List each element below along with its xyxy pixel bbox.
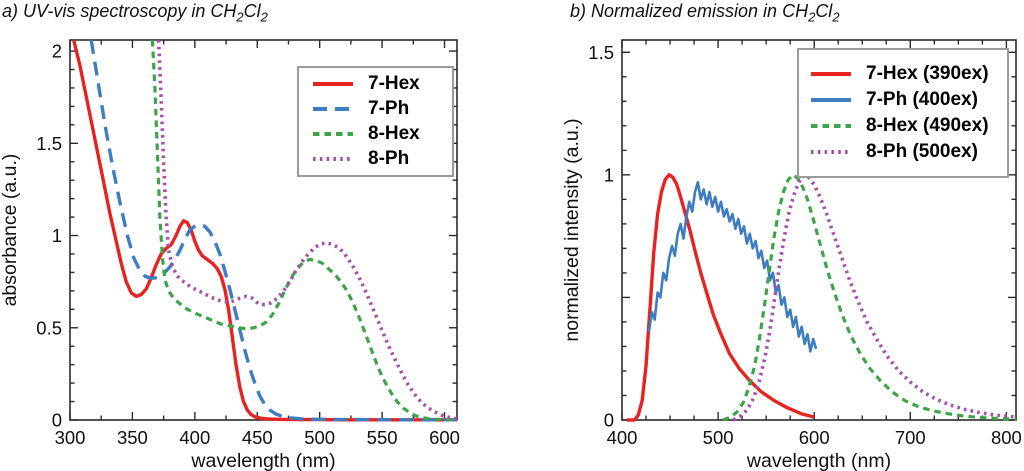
panel-b: b) Normalized emission in CH2Cl2 400 500 6… bbox=[512, 0, 1024, 471]
panel-a-title: a) UV-vis spectroscopy in CH2Cl2 bbox=[2, 1, 268, 25]
x-tick-label: 350 bbox=[117, 427, 148, 448]
panel-a-title-text: a) UV-vis spectroscopy in CH bbox=[2, 1, 237, 21]
y-tick-label: 1 bbox=[604, 164, 614, 185]
legend-line-sample bbox=[313, 132, 353, 136]
y-tick-label: 0 bbox=[604, 410, 614, 431]
subscript-2: 2 bbox=[808, 9, 816, 25]
tick-labels: 400 500 600 700 800 0 1 1.5 bbox=[588, 42, 1022, 448]
panel-b-title-text: b) Normalized emission in CH bbox=[570, 1, 809, 21]
x-axis-label: wavelength (nm) bbox=[746, 450, 891, 471]
legend-line-sample bbox=[811, 98, 851, 102]
legend-item: 8-Ph (500ex) bbox=[809, 141, 1007, 163]
panel-a-title-text: Cl bbox=[243, 1, 261, 21]
series-8-hex bbox=[150, 39, 458, 422]
legend-label: 8-Hex bbox=[368, 123, 420, 144]
x-tick-label: 400 bbox=[179, 427, 210, 448]
x-tick-label: 600 bbox=[429, 427, 460, 448]
emission-chart: 400 500 600 700 800 0 1 1.5 wavelength (nm) norma… bbox=[561, 39, 1022, 471]
legend-label: 8-Ph bbox=[368, 148, 410, 169]
x-tick-label: 600 bbox=[799, 427, 830, 448]
legend-label: 7-Ph (400ex) bbox=[866, 89, 978, 110]
panel-a: a) UV-vis spectroscopy in CH2Cl2 300 350 4… bbox=[0, 1, 460, 471]
legend-item: 7-Ph bbox=[311, 98, 452, 120]
y-tick-label: 1 bbox=[52, 225, 62, 246]
legend-item: 7-Hex (390ex) bbox=[809, 63, 1007, 85]
y-tick-label: 0 bbox=[52, 410, 62, 431]
plot-frame bbox=[621, 39, 1017, 421]
tick-labels: 300 350 400 450 500 550 600 0 0.5 1 1.5 2 bbox=[36, 41, 460, 448]
legend-a: 7-Hex 7-Ph 8-Hex 8-Ph bbox=[297, 66, 454, 177]
legend-label: 8-Ph (500ex) bbox=[866, 141, 978, 162]
y-tick-label: 0.5 bbox=[36, 317, 62, 338]
x-tick-label: 800 bbox=[991, 427, 1022, 448]
panel-b-title: b) Normalized emission in CH2Cl2 bbox=[570, 1, 840, 25]
series-7-hex bbox=[72, 39, 457, 422]
legend-line-sample bbox=[811, 150, 851, 154]
legend-line-sample bbox=[313, 157, 353, 161]
y-tick-label: 1.5 bbox=[36, 133, 62, 154]
legend-line-sample bbox=[811, 124, 851, 128]
subscript-2: 2 bbox=[832, 9, 840, 25]
legend-label: 7-Ph bbox=[368, 98, 410, 119]
panel-b-title-text: Cl bbox=[815, 1, 833, 21]
legend-item: 8-Hex (490ex) bbox=[809, 115, 1007, 137]
series-7-ph-400ex bbox=[647, 180, 818, 353]
legend-label: 8-Hex (490ex) bbox=[866, 115, 989, 136]
legend-item: 8-Ph bbox=[311, 148, 452, 170]
subscript-2: 2 bbox=[236, 9, 244, 25]
series-7-hex-390ex bbox=[626, 173, 815, 422]
legend-b: 7-Hex (390ex) 7-Ph (400ex) 8-Hex (490ex) 8-… bbox=[797, 48, 1009, 178]
series-8-ph-500ex bbox=[732, 173, 1017, 422]
x-tick-label: 500 bbox=[703, 427, 734, 448]
absorbance-chart: 300 350 400 450 500 550 600 0 0.5 1 1.5 2 wavelength… bbox=[0, 39, 460, 471]
legend-item: 7-Ph (400ex) bbox=[809, 89, 1007, 111]
legend-label: 7-Hex (390ex) bbox=[866, 63, 989, 84]
legend-line-sample bbox=[811, 72, 851, 76]
x-tick-label: 550 bbox=[367, 427, 398, 448]
series-7-ph bbox=[89, 39, 457, 422]
subscript-2: 2 bbox=[260, 9, 268, 25]
y-tick-label: 1.5 bbox=[588, 42, 614, 63]
x-tick-label: 450 bbox=[242, 427, 273, 448]
x-tick-label: 700 bbox=[895, 427, 926, 448]
y-axis-label: absorbance (a.u.) bbox=[0, 154, 21, 307]
legend-line-sample bbox=[313, 82, 353, 86]
x-tick-label: 300 bbox=[55, 427, 86, 448]
legend-label: 7-Hex bbox=[368, 73, 420, 94]
legend-line-sample bbox=[313, 107, 353, 111]
y-axis-label: normalized intensity (a.u.) bbox=[561, 118, 583, 341]
legend-item: 7-Hex bbox=[311, 73, 452, 95]
x-tick-label: 400 bbox=[607, 427, 638, 448]
y-tick-label: 2 bbox=[52, 41, 62, 62]
series-8-hex-490ex bbox=[722, 173, 1017, 422]
x-axis-label: wavelength (nm) bbox=[190, 450, 335, 471]
legend-item: 8-Hex bbox=[311, 123, 452, 145]
x-tick-label: 500 bbox=[304, 427, 335, 448]
series-8-ph bbox=[156, 39, 458, 421]
